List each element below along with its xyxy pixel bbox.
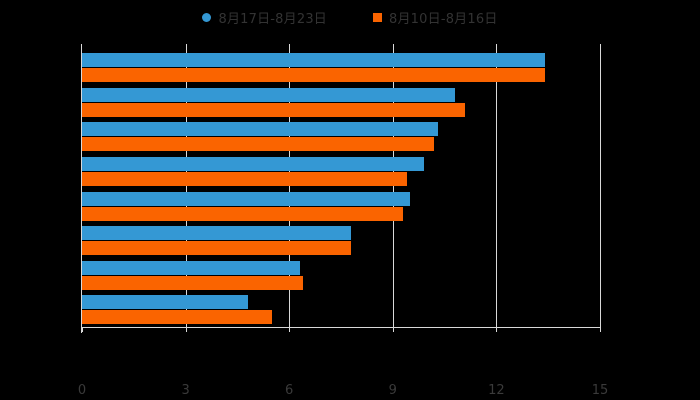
- bar-series-1[interactable]: [82, 156, 424, 171]
- bar-series-1[interactable]: [82, 53, 545, 67]
- legend-entry-series-2[interactable]: 8月10日-8月16日: [373, 8, 498, 27]
- bar-series-1[interactable]: [82, 191, 411, 206]
- bar-series-2[interactable]: [82, 68, 545, 82]
- x-tick-label: 0: [77, 383, 87, 398]
- tick-mark: [82, 327, 83, 332]
- bar-series-1[interactable]: [82, 87, 455, 102]
- tick-mark: [496, 327, 498, 332]
- tick-mark: [289, 327, 291, 332]
- x-tick-label: 6: [285, 383, 294, 398]
- bar-series-2[interactable]: [82, 171, 407, 186]
- gridline: [496, 44, 498, 327]
- bar-series-2[interactable]: [82, 310, 272, 325]
- plot-area: 0 3 6 9 12 15 法国美国英国其他德国韩国日本中国: [78, 44, 608, 398]
- bar-row: 中国: [82, 292, 600, 327]
- x-axis-line: [81, 327, 601, 328]
- bar-series-1[interactable]: [82, 295, 248, 310]
- bar-row: 美国: [82, 85, 600, 120]
- bar-series-2[interactable]: [82, 275, 303, 290]
- legend-entry-series-1[interactable]: 8月17日-8月23日: [202, 8, 327, 27]
- bar-series-1[interactable]: [82, 122, 438, 137]
- bar-row: 日本: [82, 258, 600, 293]
- chart-legend: 8月17日-8月23日 8月10日-8月16日: [0, 0, 700, 34]
- bar-row: 法国: [82, 50, 600, 85]
- square-marker-icon: [373, 12, 382, 22]
- x-tick-label: 12: [488, 383, 505, 398]
- bar-series-2[interactable]: [82, 241, 352, 256]
- x-tick-label: 3: [181, 383, 190, 398]
- tick-mark: [600, 327, 601, 332]
- x-tick-label: 15: [591, 383, 609, 398]
- bar-row: 德国: [82, 189, 600, 224]
- y-axis-line: [81, 44, 82, 333]
- bar-series-2[interactable]: [82, 102, 466, 117]
- circle-marker-icon: [202, 12, 212, 22]
- bar-row: 英国: [82, 119, 600, 154]
- legend-label-series-1: 8月17日-8月23日: [218, 11, 327, 27]
- legend-label-series-2: 8月10日-8月16日: [389, 11, 498, 27]
- bar-row: 其他: [82, 154, 600, 189]
- x-tick-label: 9: [388, 383, 397, 398]
- tick-mark: [185, 327, 187, 332]
- gridline: [600, 44, 601, 327]
- bar-series-1[interactable]: [82, 260, 300, 275]
- bar-row: 韩国: [82, 223, 600, 258]
- bar-series-2[interactable]: [82, 137, 435, 152]
- tick-mark: [392, 327, 394, 332]
- bar-series-1[interactable]: [82, 226, 352, 241]
- bar-series-2[interactable]: [82, 206, 404, 221]
